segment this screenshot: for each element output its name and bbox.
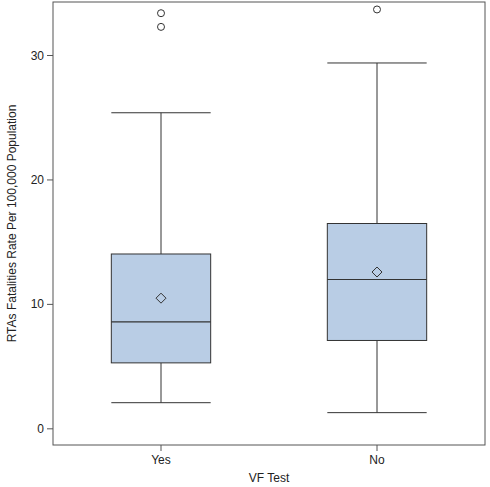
y-tick-label: 10	[31, 297, 45, 311]
whisker-cap-min	[327, 412, 426, 413]
whisker-cap-max	[327, 62, 426, 63]
mean	[372, 267, 382, 277]
y-tick	[47, 179, 53, 180]
chart: 0 10 20 30 Yes No VF Test RTAs Fatalities Rate …	[0, 0, 490, 487]
y-tick-label: 20	[31, 173, 45, 187]
median	[327, 279, 426, 280]
y-tick	[47, 304, 53, 305]
y-axis-label: RTAs Fatalities Rate Per 100,000 Populat…	[5, 105, 19, 343]
boxes	[111, 6, 426, 413]
y-tick-label: 0	[37, 422, 44, 436]
plot-frame	[53, 2, 485, 445]
mean	[156, 293, 166, 303]
outlier	[374, 6, 381, 13]
x-tick	[161, 445, 162, 451]
y-tick-label: 30	[31, 49, 45, 63]
outlier	[158, 23, 165, 30]
whisker-upper	[161, 113, 162, 254]
x-tick-label: Yes	[151, 453, 171, 467]
x-tick	[377, 445, 378, 451]
median	[111, 321, 210, 322]
box	[327, 224, 426, 341]
x-tick-label: No	[369, 453, 385, 467]
box	[111, 254, 210, 363]
whisker-upper	[377, 63, 378, 224]
y-tick	[47, 55, 53, 56]
x-axis-label: VF Test	[249, 471, 290, 485]
whisker-lower	[161, 363, 162, 403]
whisker-cap-min	[111, 402, 210, 403]
whisker-lower	[377, 340, 378, 412]
whisker-cap-max	[111, 112, 210, 113]
y-tick	[47, 428, 53, 429]
outlier	[158, 10, 165, 17]
